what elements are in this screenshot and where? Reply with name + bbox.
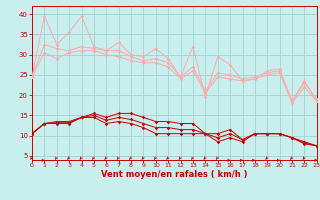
X-axis label: Vent moyen/en rafales ( km/h ): Vent moyen/en rafales ( km/h ) <box>101 170 248 179</box>
